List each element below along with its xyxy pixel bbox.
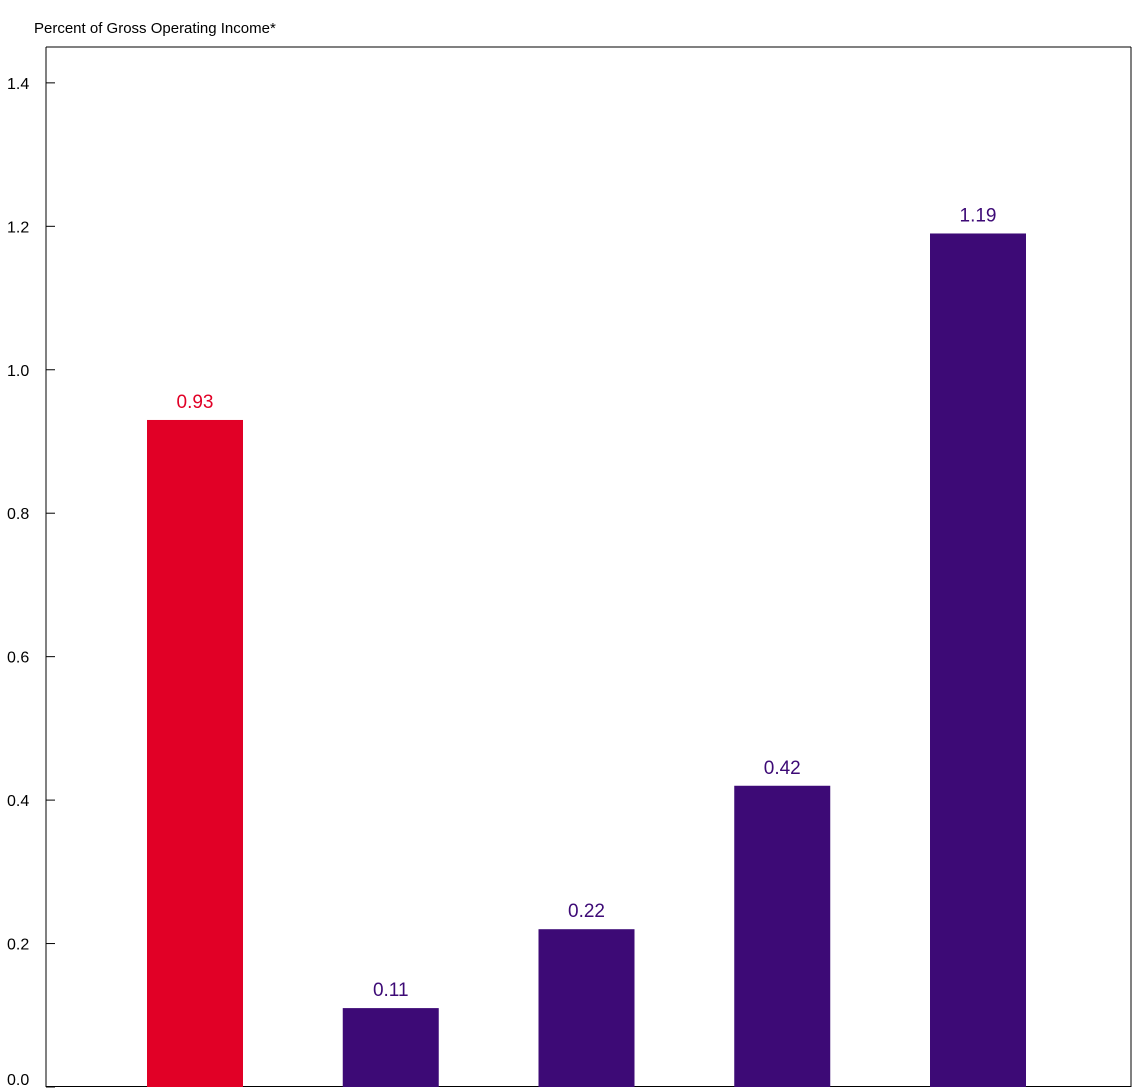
y-tick-label: 0.8	[7, 506, 29, 523]
bar	[342, 1008, 439, 1087]
bars	[147, 233, 1026, 1087]
bar	[734, 785, 831, 1087]
y-tick-label: 0.4	[7, 793, 29, 810]
bar	[147, 419, 243, 1087]
y-tick-label: 0.2	[7, 937, 29, 954]
bar-value-label: 0.42	[764, 758, 801, 779]
chart-title: Percent of Gross Operating Income*	[34, 20, 276, 37]
y-tick-label: 1.0	[7, 363, 29, 380]
bar-value-label: 0.93	[177, 392, 214, 413]
bar-value-label: 0.11	[373, 980, 409, 1001]
data-labels: 0.93 0.11 0.22 0.42 1.19	[177, 205, 997, 1001]
bar	[538, 929, 635, 1087]
y-tick-label: 0.0	[7, 1072, 29, 1088]
bar	[930, 233, 1026, 1087]
y-tick-label: 1.2	[7, 219, 29, 236]
bar-value-label: 0.22	[568, 901, 605, 922]
y-tick-label: 0.6	[7, 650, 29, 667]
bar-value-label: 1.19	[960, 205, 997, 226]
y-tick-label: 1.4	[7, 76, 29, 93]
